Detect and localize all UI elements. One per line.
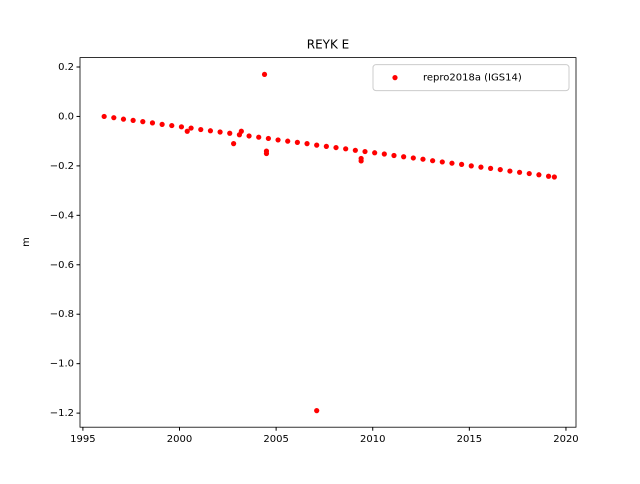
- legend-label: repro2018a (IGS14): [423, 73, 522, 84]
- point: [314, 142, 320, 148]
- x-tick-label: 2000: [167, 434, 192, 445]
- point: [159, 121, 165, 127]
- point: [401, 154, 407, 160]
- point: [178, 124, 185, 130]
- point: [536, 172, 542, 178]
- point: [352, 147, 358, 153]
- point: [459, 161, 465, 168]
- point: [169, 122, 175, 129]
- y-tick-label: −0.8: [50, 309, 74, 320]
- point: [314, 408, 320, 414]
- y-tick-label: −0.6: [50, 260, 74, 271]
- point: [497, 166, 503, 173]
- y-tick-label: −1.0: [50, 359, 74, 370]
- point: [468, 163, 474, 169]
- y-axis-label: m: [21, 237, 32, 247]
- point: [507, 168, 513, 174]
- y-tick-label: −1.2: [50, 408, 74, 419]
- x-tick-label: 2005: [263, 434, 288, 445]
- point: [545, 173, 552, 179]
- y-tick-label: 0.0: [58, 111, 74, 122]
- point: [410, 155, 416, 161]
- point: [231, 141, 237, 147]
- point: [333, 144, 339, 151]
- point: [184, 128, 190, 134]
- point: [304, 141, 310, 147]
- y-tick-label: −0.2: [50, 161, 74, 172]
- point: [516, 169, 523, 175]
- point: [430, 158, 436, 164]
- point: [487, 165, 494, 171]
- plot-frame: [79, 57, 577, 428]
- point: [449, 160, 455, 166]
- legend-box: [372, 64, 570, 92]
- point: [372, 150, 378, 156]
- point: [294, 139, 300, 145]
- point: [261, 71, 268, 78]
- point: [478, 164, 484, 170]
- point: [140, 119, 146, 125]
- x-tick-label: 2010: [360, 434, 385, 445]
- point: [362, 148, 368, 155]
- point: [130, 117, 136, 123]
- point: [343, 146, 349, 152]
- y-tick-label: −0.4: [50, 210, 74, 221]
- point: [120, 116, 127, 122]
- point: [149, 120, 156, 126]
- point: [391, 152, 397, 159]
- point: [111, 115, 117, 121]
- x-tick-label: 1995: [70, 434, 95, 445]
- point: [238, 128, 244, 134]
- point: [263, 150, 270, 157]
- point: [217, 129, 223, 135]
- point: [358, 155, 364, 162]
- point: [256, 134, 262, 140]
- point: [265, 135, 271, 142]
- point: [246, 133, 252, 139]
- x-tick-label: 2020: [553, 434, 578, 445]
- chart-title: REYK E: [307, 38, 350, 52]
- point: [275, 137, 281, 143]
- point: [323, 143, 329, 149]
- y-tick-label: 0.2: [58, 62, 74, 73]
- point: [227, 130, 233, 136]
- point: [381, 151, 387, 157]
- point: [420, 156, 426, 162]
- legend-marker: [392, 75, 398, 81]
- point: [526, 170, 532, 177]
- x-tick-label: 2015: [457, 434, 482, 445]
- point: [101, 113, 107, 120]
- point: [551, 174, 557, 180]
- point: [188, 125, 194, 131]
- point: [439, 159, 445, 165]
- point: [207, 128, 214, 134]
- point: [285, 138, 291, 144]
- point: [198, 126, 204, 133]
